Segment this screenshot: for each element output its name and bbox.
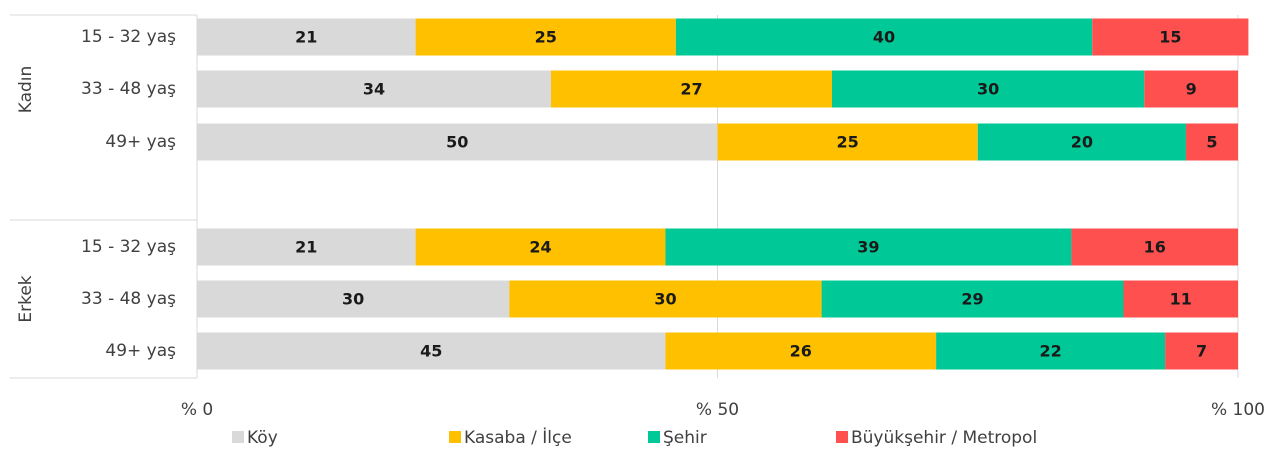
bar-segment	[509, 280, 822, 318]
bar-segment	[832, 70, 1145, 108]
bar-segment	[197, 18, 416, 56]
bar-segment	[675, 18, 1093, 56]
group-label: Kadın	[16, 66, 36, 114]
y-tick-label: 33 - 48 yaş	[81, 289, 176, 309]
data-label: 25	[535, 28, 557, 47]
legend-swatch	[648, 431, 660, 443]
x-tick-label: % 100	[1211, 400, 1265, 420]
bar-segment	[197, 280, 510, 318]
legend-swatch	[836, 431, 848, 443]
bar-segment	[415, 228, 666, 266]
bar-segment	[197, 123, 718, 161]
bar-segment	[821, 280, 1124, 318]
data-label: 30	[654, 290, 676, 309]
y-tick-label: 49+ yaş	[105, 132, 176, 152]
data-label: 11	[1170, 290, 1192, 309]
data-label: 21	[295, 238, 317, 257]
bar-segment	[977, 123, 1186, 161]
bar-segment	[1165, 332, 1238, 370]
data-label: 45	[420, 342, 442, 361]
data-label: 39	[857, 238, 879, 257]
data-label: 27	[680, 80, 702, 99]
legend-label: Şehir	[663, 428, 707, 448]
bar-segment	[197, 228, 416, 266]
bar-segment	[197, 332, 666, 370]
data-label: 25	[836, 133, 858, 152]
bar-segment	[936, 332, 1166, 370]
data-label: 16	[1144, 238, 1166, 257]
x-tick-label: % 0	[181, 400, 213, 420]
bar-segment	[1071, 228, 1238, 266]
data-label: 34	[363, 80, 385, 99]
data-label: 29	[961, 290, 983, 309]
bar-segment	[415, 18, 676, 56]
data-label: 5	[1206, 133, 1217, 152]
data-label: 24	[529, 238, 551, 257]
bar-segment	[717, 123, 978, 161]
bar-segment	[1185, 123, 1238, 161]
legend-swatch	[449, 431, 461, 443]
y-tick-label: 15 - 32 yaş	[81, 27, 176, 47]
y-tick-label: 49+ yaş	[105, 341, 176, 361]
bar-segment	[550, 70, 833, 108]
bar-segment	[1144, 70, 1238, 108]
data-label: 15	[1159, 28, 1181, 47]
group-label: Erkek	[16, 275, 36, 322]
bar-segment	[1092, 18, 1249, 56]
data-label: 40	[873, 28, 895, 47]
bar-segment	[197, 70, 551, 108]
bar-segment	[1123, 280, 1238, 318]
data-label: 22	[1039, 342, 1061, 361]
legend-label: Kasaba / İlçe	[464, 427, 572, 448]
legend-swatch	[232, 431, 244, 443]
bar-segment	[665, 228, 1072, 266]
legend-label: Köy	[247, 428, 278, 448]
data-label: 20	[1071, 133, 1093, 152]
data-label: 26	[790, 342, 812, 361]
bar-segment	[665, 332, 937, 370]
data-label: 50	[446, 133, 468, 152]
x-tick-label: % 50	[696, 400, 739, 420]
y-tick-label: 33 - 48 yaş	[81, 79, 176, 99]
data-label: 30	[977, 80, 999, 99]
data-label: 7	[1196, 342, 1207, 361]
legend-label: Büyükşehir / Metropol	[851, 428, 1037, 448]
data-label: 21	[295, 28, 317, 47]
data-label: 9	[1186, 80, 1197, 99]
data-label: 30	[342, 290, 364, 309]
y-tick-label: 15 - 32 yaş	[81, 237, 176, 257]
